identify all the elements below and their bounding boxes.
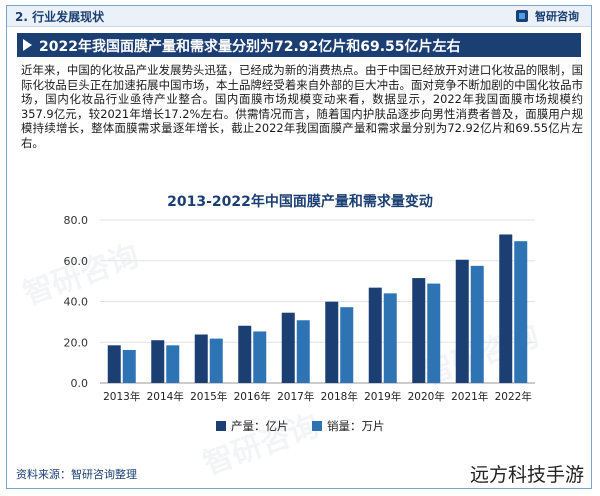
x-tick-label: 2018年	[321, 390, 358, 403]
bar-production	[107, 345, 121, 383]
legend-swatch-sales	[312, 421, 322, 431]
source-note: 资料来源：智研咨询整理	[16, 468, 137, 481]
x-axis-ticks: 2013年 2014年 2015年 2016年 2017年 2018年 2019年 2020年…	[103, 390, 532, 403]
bar-sales	[340, 307, 354, 383]
x-tick-label: 2013年	[103, 390, 140, 403]
x-tick-label: 2021年	[451, 390, 488, 403]
legend-label-sales: 销量：万片	[327, 419, 385, 433]
headline-banner: 2022年我国面膜产量和需求量分别为72.92亿片和69.55亿片左右	[17, 33, 581, 57]
x-tick-label: 2016年	[234, 390, 271, 403]
legend-swatch-production	[216, 421, 226, 431]
bar-sales	[296, 320, 310, 383]
bar-sales	[470, 265, 484, 383]
brand-logo: 智研咨询	[516, 8, 579, 24]
headline-text: 2022年我国面膜产量和需求量分别为72.92亿片和69.55亿片左右	[39, 39, 461, 55]
site-watermark-text: 远方科技手游	[469, 464, 584, 486]
body-paragraph: 近年来，中国的化妆品产业发展势头迅猛，已经成为新的消费热点。由于中国已经放开对进…	[21, 63, 583, 150]
bar-production	[412, 278, 426, 383]
chart-title: 2013-2022年中国面膜产量和需求量变动	[167, 193, 433, 210]
y-tick-label: 0.0	[71, 377, 89, 390]
bar-sales	[253, 331, 267, 383]
bar-production	[238, 325, 252, 383]
bar-sales	[427, 283, 441, 383]
legend: 产量：亿片 销量：万片	[216, 419, 385, 433]
x-tick-label: 2017年	[277, 390, 314, 403]
bar-sales	[166, 345, 180, 383]
y-axis-ticks: 0.0 20.0 40.0 60.0 80.0	[64, 214, 89, 390]
gridlines	[100, 219, 535, 384]
brand-logo-icon	[516, 10, 529, 22]
x-tick-label: 2022年	[495, 390, 532, 403]
y-tick-label: 40.0	[64, 296, 89, 309]
bar-production	[368, 287, 382, 383]
section-bar: 2. 行业发展现状 智研咨询	[7, 6, 591, 27]
bar-production	[151, 340, 165, 383]
legend-label-production: 产量：亿片	[231, 419, 289, 433]
bar-production	[194, 334, 208, 383]
y-tick-label: 20.0	[64, 336, 89, 349]
bars	[107, 234, 528, 383]
bar-sales	[383, 293, 397, 383]
infographic-frame: 2. 行业发展现状 智研咨询 2022年我国面膜产量和需求量分别为72.92亿片…	[6, 5, 592, 489]
x-tick-label: 2015年	[190, 390, 227, 403]
bar-sales	[122, 349, 136, 383]
bar-sales	[209, 338, 223, 383]
x-tick-label: 2014年	[147, 390, 184, 403]
brand-name: 智研咨询	[535, 10, 579, 23]
play-arrow-icon	[23, 39, 32, 51]
y-tick-label: 80.0	[64, 214, 89, 227]
section-title: 2. 行业发展现状	[15, 10, 105, 24]
bar-production	[455, 259, 469, 383]
y-tick-label: 60.0	[64, 255, 89, 268]
bar-production	[281, 312, 295, 383]
bar-sales	[514, 241, 528, 383]
bar-production	[325, 301, 339, 383]
x-tick-label: 2019年	[364, 390, 401, 403]
x-tick-label: 2020年	[408, 390, 445, 403]
bar-production	[499, 234, 513, 383]
